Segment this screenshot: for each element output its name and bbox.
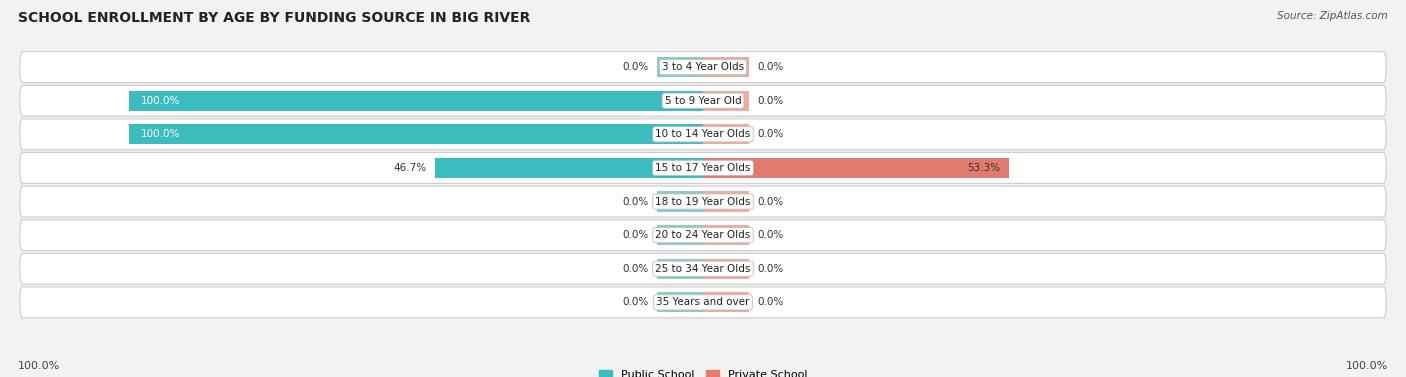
Text: 0.0%: 0.0% xyxy=(758,297,783,307)
Text: 15 to 17 Year Olds: 15 to 17 Year Olds xyxy=(655,163,751,173)
Text: 100.0%: 100.0% xyxy=(141,96,180,106)
Text: 0.0%: 0.0% xyxy=(623,297,648,307)
Text: 100.0%: 100.0% xyxy=(141,129,180,139)
Text: 46.7%: 46.7% xyxy=(394,163,426,173)
Text: 0.0%: 0.0% xyxy=(758,230,783,240)
Text: 0.0%: 0.0% xyxy=(758,264,783,274)
Bar xyxy=(434,158,703,178)
Text: 0.0%: 0.0% xyxy=(758,96,783,106)
Text: 25 to 34 Year Olds: 25 to 34 Year Olds xyxy=(655,264,751,274)
Text: 0.0%: 0.0% xyxy=(758,129,783,139)
FancyBboxPatch shape xyxy=(20,152,1386,183)
Bar xyxy=(129,90,703,111)
Bar xyxy=(129,124,703,144)
Text: 10 to 14 Year Olds: 10 to 14 Year Olds xyxy=(655,129,751,139)
Text: 0.0%: 0.0% xyxy=(623,62,648,72)
Bar xyxy=(657,57,703,77)
Bar xyxy=(703,259,749,279)
Text: Source: ZipAtlas.com: Source: ZipAtlas.com xyxy=(1277,11,1388,21)
Bar xyxy=(703,158,1010,178)
FancyBboxPatch shape xyxy=(20,287,1386,318)
Bar xyxy=(657,225,703,245)
FancyBboxPatch shape xyxy=(20,85,1386,116)
Text: 5 to 9 Year Old: 5 to 9 Year Old xyxy=(665,96,741,106)
Text: 0.0%: 0.0% xyxy=(623,264,648,274)
FancyBboxPatch shape xyxy=(20,220,1386,251)
Bar xyxy=(703,225,749,245)
Bar xyxy=(703,90,749,111)
Bar xyxy=(703,192,749,211)
FancyBboxPatch shape xyxy=(20,253,1386,284)
Bar xyxy=(703,292,749,313)
Bar xyxy=(657,192,703,211)
Bar xyxy=(657,259,703,279)
Text: 20 to 24 Year Olds: 20 to 24 Year Olds xyxy=(655,230,751,240)
Text: 18 to 19 Year Olds: 18 to 19 Year Olds xyxy=(655,196,751,207)
Bar xyxy=(657,292,703,313)
Text: 53.3%: 53.3% xyxy=(967,163,1001,173)
FancyBboxPatch shape xyxy=(20,119,1386,150)
Legend: Public School, Private School: Public School, Private School xyxy=(599,369,807,377)
FancyBboxPatch shape xyxy=(20,52,1386,83)
Text: 0.0%: 0.0% xyxy=(623,230,648,240)
Text: 100.0%: 100.0% xyxy=(18,361,60,371)
Text: 3 to 4 Year Olds: 3 to 4 Year Olds xyxy=(662,62,744,72)
Bar xyxy=(703,57,749,77)
Text: SCHOOL ENROLLMENT BY AGE BY FUNDING SOURCE IN BIG RIVER: SCHOOL ENROLLMENT BY AGE BY FUNDING SOUR… xyxy=(18,11,530,25)
Text: 0.0%: 0.0% xyxy=(758,196,783,207)
Text: 0.0%: 0.0% xyxy=(758,62,783,72)
Text: 100.0%: 100.0% xyxy=(1346,361,1388,371)
FancyBboxPatch shape xyxy=(20,186,1386,217)
Text: 0.0%: 0.0% xyxy=(623,196,648,207)
Text: 35 Years and over: 35 Years and over xyxy=(657,297,749,307)
Bar xyxy=(703,124,749,144)
